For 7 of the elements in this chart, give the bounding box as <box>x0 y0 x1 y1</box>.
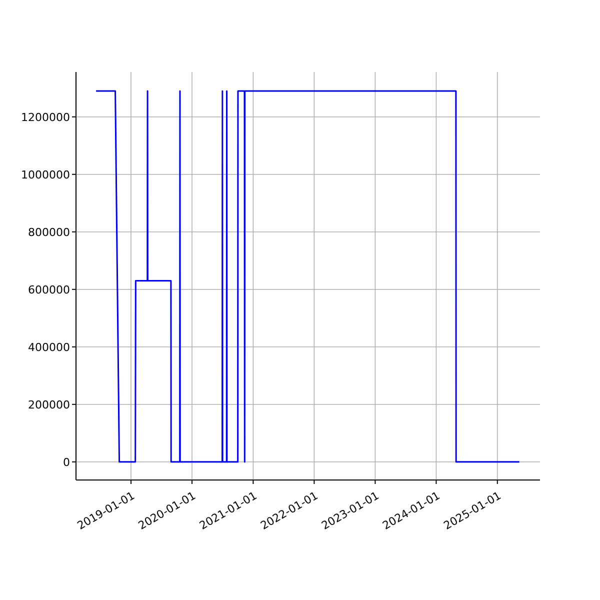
y-tick-label: 200000 <box>28 398 70 412</box>
y-tick-label: 800000 <box>28 226 70 239</box>
y-tick-label: 400000 <box>28 340 70 354</box>
y-tick-label: 0 <box>63 456 70 469</box>
y-tick-label: 1000000 <box>21 168 70 182</box>
y-tick-label: 600000 <box>28 283 70 296</box>
y-tick-label: 1200000 <box>21 110 70 124</box>
